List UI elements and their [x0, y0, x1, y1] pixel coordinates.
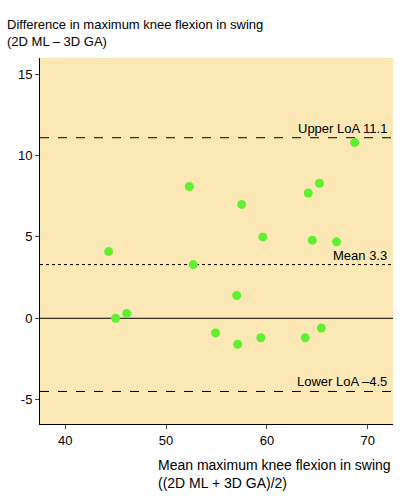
- svg-text:Mean 3.3: Mean 3.3: [333, 248, 387, 263]
- svg-text:15: 15: [18, 67, 32, 82]
- svg-text:10: 10: [18, 148, 32, 163]
- svg-text:70: 70: [361, 433, 375, 448]
- svg-text:Difference in maximum knee fle: Difference in maximum knee flexion in sw…: [7, 17, 263, 49]
- svg-text:Lower LoA –4.5: Lower LoA –4.5: [297, 374, 387, 389]
- svg-text:40: 40: [58, 433, 72, 448]
- svg-text:50: 50: [159, 433, 173, 448]
- svg-text:Upper LoA 11.1: Upper LoA 11.1: [298, 121, 387, 136]
- svg-text:5: 5: [25, 229, 32, 244]
- svg-text:60: 60: [260, 433, 274, 448]
- svg-text:Mean maximum knee flexion in s: Mean maximum knee flexion in swing((2D M…: [158, 457, 391, 491]
- svg-text:0: 0: [25, 311, 32, 326]
- svg-text:-5: -5: [21, 392, 33, 407]
